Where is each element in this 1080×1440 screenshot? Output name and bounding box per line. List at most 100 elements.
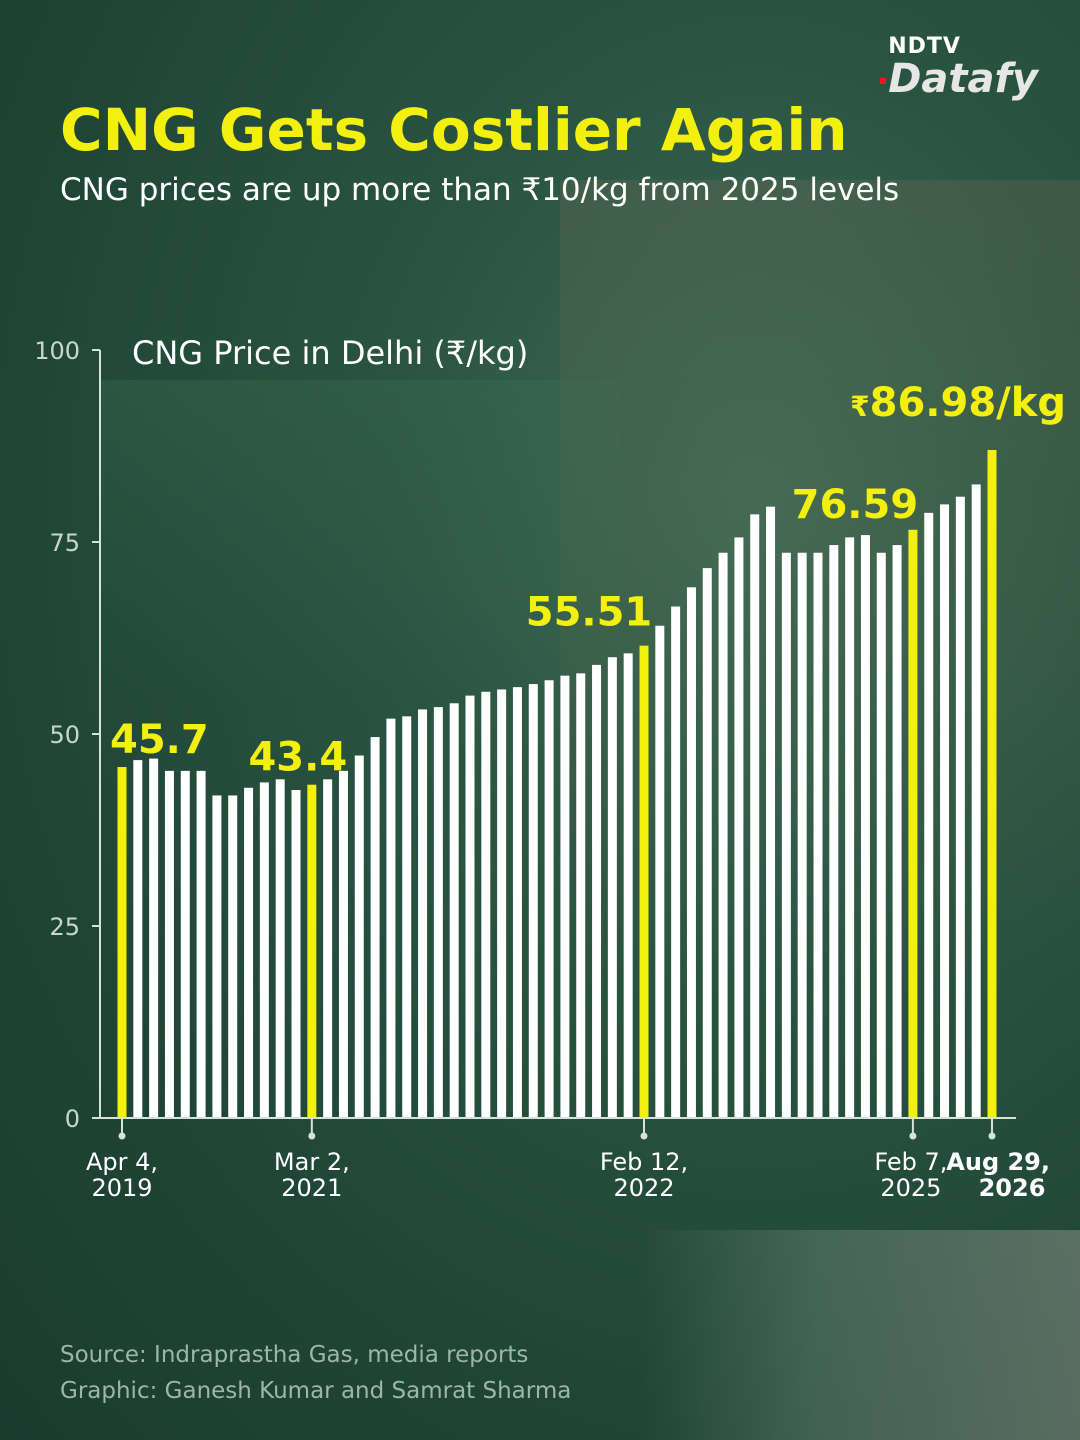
bar [671,606,681,1118]
x-tick-label: Mar 2, [274,1148,350,1176]
bar [180,770,190,1118]
bar [702,568,712,1118]
x-tick-label: Feb 12, [600,1148,688,1176]
credit-note: Graphic: Ganesh Kumar and Samrat Sharma [60,1378,572,1404]
x-tick-dot [640,1132,648,1140]
y-axis: 0 25 50 75 100 [34,337,101,1133]
bar [718,552,728,1118]
x-tick-label: 2025 [880,1174,941,1202]
bar [987,449,997,1118]
bar [370,737,380,1118]
x-tick-dot [988,1132,996,1140]
page-subtitle: CNG prices are up more than ₹10/kg from … [60,172,900,208]
bar [512,687,522,1118]
value-label: 45.7 [110,717,209,763]
value-label-text: 55.51 [526,590,653,636]
bar [338,770,348,1118]
bar [149,758,159,1118]
bar [402,716,412,1118]
bar [560,675,570,1118]
y-tick-label: 100 [34,337,80,365]
background-cng-station [100,380,620,700]
bar [592,664,602,1118]
bar [686,587,696,1118]
page-title: CNG Gets Costlier Again [60,96,848,164]
bar [576,673,586,1118]
bar [117,767,127,1118]
bar [845,537,855,1118]
bar [433,707,443,1118]
bar [623,653,633,1118]
bar [291,790,301,1118]
bar [607,657,617,1118]
bar [497,689,507,1118]
chart-title: CNG Price in Delhi (₹/kg) [132,334,528,372]
y-tick-label: 75 [49,529,80,557]
bar [323,779,333,1118]
bar [386,718,396,1118]
value-label: ₹86.98/kg [850,380,1066,426]
logo-dot-icon [880,78,887,84]
value-labels: 45.7 43.4 55.51 76.59 ₹86.98/kg [110,380,1066,781]
source-note: Source: Indraprastha Gas, media reports [60,1342,529,1368]
y-tick-label: 25 [49,913,80,941]
value-label-text: 43.4 [248,735,347,781]
logo-top: NDTV [888,34,961,59]
x-tick-label: Feb 7, [874,1148,947,1176]
value-label: 55.51 [526,590,653,636]
bar [212,795,222,1118]
value-label-text: 86.98/kg [870,380,1066,426]
bar [971,484,981,1118]
bar [908,529,918,1118]
x-tick-label: Aug 29, [946,1148,1050,1176]
bar [734,537,744,1118]
bar [639,645,649,1118]
bar [259,782,269,1118]
bar [781,552,791,1118]
bar [133,760,143,1118]
bar [892,545,902,1118]
value-label: 43.4 [248,735,347,781]
bar [275,779,285,1118]
bottom-illustration [640,1230,1080,1440]
bar [829,545,839,1118]
bar [228,795,238,1118]
bar [797,552,807,1118]
bar [164,770,174,1118]
bar [655,625,665,1118]
bar [196,770,206,1118]
bar [465,695,475,1118]
bar [924,512,934,1118]
x-tick-label: 2019 [91,1174,152,1202]
bar [955,496,965,1118]
logo-bottom: Datafy [880,59,1038,99]
bar [860,535,870,1118]
x-tick-dot [909,1132,917,1140]
x-tick-label: 2026 [979,1174,1046,1202]
value-label-text: 76.59 [792,482,919,528]
bar [876,552,886,1118]
x-tick-label: 2022 [613,1174,674,1202]
rupee-symbol: ₹ [850,390,869,423]
bar [244,787,254,1118]
bar [418,709,428,1118]
bar [940,504,950,1118]
x-tick-label: 2021 [281,1174,342,1202]
ndtv-datafy-logo: NDTV Datafy [880,34,1038,99]
bar [481,691,491,1118]
y-tick-label: 0 [65,1105,80,1133]
logo-bottom-text: Datafy [888,56,1038,102]
bar [766,506,776,1118]
x-tick-dot [118,1132,126,1140]
value-label: 76.59 [792,482,919,528]
bar [813,552,823,1118]
bar [307,784,317,1118]
bar [354,755,364,1118]
bars [117,449,997,1118]
x-tick-label: Apr 4, [86,1148,158,1176]
bar [544,680,554,1118]
bar [528,684,538,1118]
bar [449,703,459,1118]
